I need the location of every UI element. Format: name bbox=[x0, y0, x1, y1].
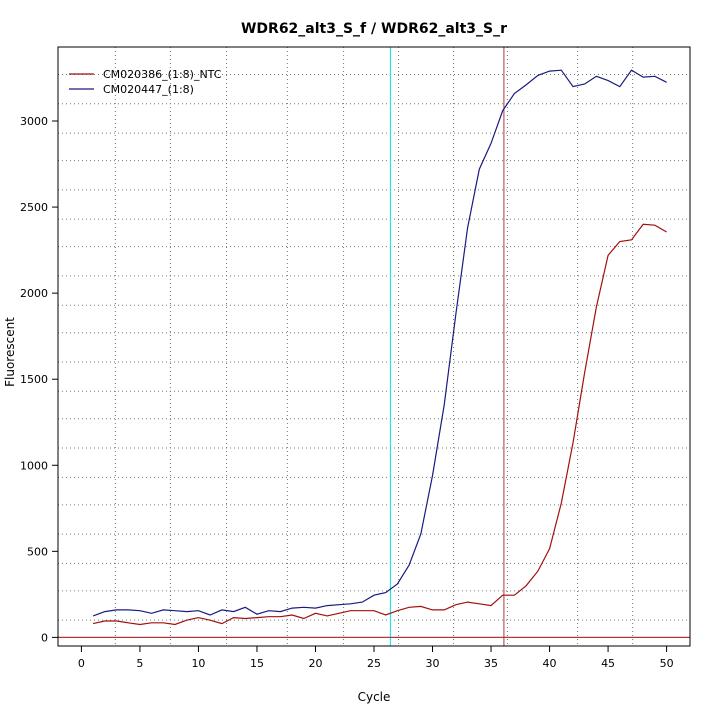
y-axis-label: Fluorescent bbox=[3, 317, 17, 387]
x-axis-label: Cycle bbox=[358, 690, 391, 704]
x-tick-label: 40 bbox=[543, 657, 557, 670]
series-line bbox=[92, 223, 667, 626]
x-axis: 0 5 10 15 20 25 30 35 40 45 50 bbox=[78, 646, 674, 670]
x-tick-label: 30 bbox=[426, 657, 440, 670]
plot-frame bbox=[57, 46, 691, 647]
cycle-markers bbox=[389, 47, 505, 646]
y-tick-label: 1000 bbox=[20, 459, 48, 472]
y-axis: 0 500 1000 1500 2000 2500 3000 bbox=[20, 115, 58, 644]
legend-label: CM020386_(1:8)_NTC bbox=[103, 68, 222, 81]
grid bbox=[58, 46, 690, 647]
y-tick-label: 2500 bbox=[20, 201, 48, 214]
x-tick-label: 50 bbox=[660, 657, 674, 670]
x-tick-label: 5 bbox=[136, 657, 143, 670]
y-tick-label: 3000 bbox=[20, 115, 48, 128]
x-tick-label: 10 bbox=[191, 657, 205, 670]
series-line bbox=[92, 69, 667, 617]
x-tick-label: 15 bbox=[250, 657, 264, 670]
series-lines bbox=[92, 69, 667, 626]
x-tick-label: 20 bbox=[308, 657, 322, 670]
x-tick-label: 35 bbox=[484, 657, 498, 670]
y-tick-label: 0 bbox=[41, 631, 48, 644]
x-tick-label: 45 bbox=[601, 657, 615, 670]
y-tick-label: 2000 bbox=[20, 287, 48, 300]
y-tick-label: 1500 bbox=[20, 373, 48, 386]
x-tick-label: 25 bbox=[367, 657, 381, 670]
chart-title: WDR62_alt3_S_f / WDR62_alt3_S_r bbox=[241, 21, 507, 37]
y-tick-label: 500 bbox=[27, 545, 48, 558]
legend: CM020386_(1:8)_NTC CM020447_(1:8) bbox=[69, 68, 222, 96]
x-tick-label: 0 bbox=[78, 657, 85, 670]
legend-label: CM020447_(1:8) bbox=[103, 83, 194, 96]
